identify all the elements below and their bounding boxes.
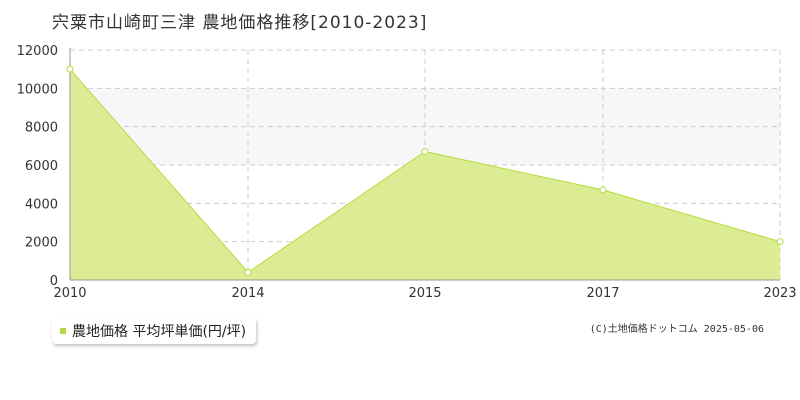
y-tick-label: 10000 <box>17 82 58 97</box>
y-tick-label: 4000 <box>25 197 58 212</box>
chart-canvas: 0 2000 4000 6000 8000 10000 12000 2010 2014 2015 2… <box>17 44 797 301</box>
legend-label: 農地価格 平均坪単価(円/坪) <box>72 324 247 340</box>
x-tick-label: 2023 <box>763 286 796 301</box>
x-tick-label: 2017 <box>586 286 619 301</box>
data-point <box>66 65 74 73</box>
data-point <box>421 148 429 156</box>
series-area <box>70 69 780 281</box>
copyright-credit: (C)土地価格ドットコム 2025-05-06 <box>589 324 764 335</box>
data-point <box>244 268 252 276</box>
legend[interactable]: 農地価格 平均坪単価(円/坪) <box>52 318 257 344</box>
x-tick-label: 2014 <box>231 286 264 301</box>
data-point <box>776 238 784 246</box>
x-tick-label: 2015 <box>408 286 441 301</box>
y-tick-label: 0 <box>50 274 58 289</box>
y-tick-label: 2000 <box>25 236 58 251</box>
y-tick-label: 8000 <box>25 121 58 136</box>
y-tick-label: 12000 <box>17 44 58 59</box>
data-point <box>599 186 607 194</box>
legend-swatch-icon <box>60 328 66 334</box>
y-tick-label: 6000 <box>25 159 58 174</box>
x-tick-label: 2010 <box>53 286 86 301</box>
chart-title: 宍粟市山崎町三津 農地価格推移[2010-2023] <box>52 13 428 33</box>
